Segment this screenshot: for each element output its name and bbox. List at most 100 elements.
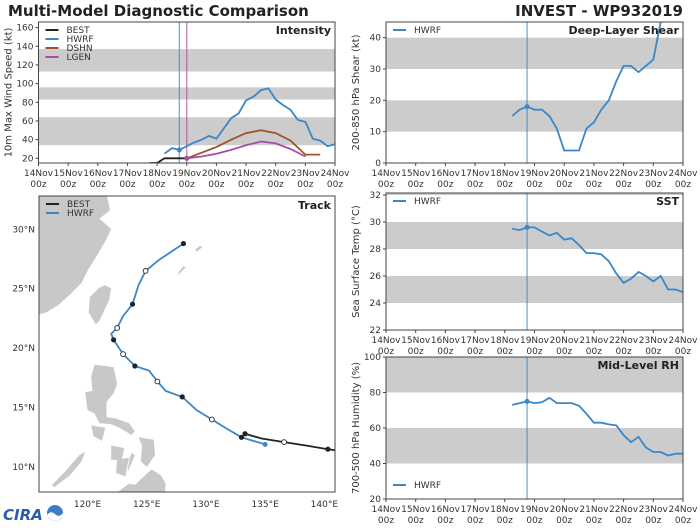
x-tick-label-day: 16Nov xyxy=(431,336,461,346)
land-okinawa xyxy=(178,266,186,276)
x-tick-label-day: 19Nov xyxy=(172,169,202,179)
init-marker-hwrf xyxy=(525,104,530,109)
y-tick-label: 30 xyxy=(370,65,382,75)
x-tick-label-day: 19Nov xyxy=(520,336,550,346)
x-tick-label-hour: 00z xyxy=(297,180,313,190)
y-tick-label: 22 xyxy=(370,326,381,336)
x-tick-label-day: 15Nov xyxy=(401,505,431,515)
x-tick-label-hour: 00z xyxy=(437,347,453,357)
x-tick-label-day: 23Nov xyxy=(639,505,669,515)
land-luzon xyxy=(85,365,135,435)
x-tick-label-day: 20Nov xyxy=(550,336,580,346)
track-point-filled xyxy=(180,394,185,399)
shear-plot-area xyxy=(386,22,683,163)
x-tick-label-day: 21Nov xyxy=(232,169,262,179)
y-tick-label: 32 xyxy=(370,191,381,201)
track-point-filled xyxy=(239,435,244,440)
track-point-filled xyxy=(181,241,186,246)
track-point-open xyxy=(143,268,148,273)
track-point-filled xyxy=(132,363,137,368)
x-tick-label-hour: 00z xyxy=(467,180,483,190)
land-mindoro xyxy=(91,425,105,441)
x-tick-label-hour: 00z xyxy=(408,347,424,357)
x-tick-label-hour: 00z xyxy=(60,180,76,190)
x-tick-label-hour: 00z xyxy=(556,516,572,525)
x-tick-label-hour: 00z xyxy=(586,180,602,190)
cira-logo-text: CIRA xyxy=(3,506,43,524)
track-point-filled xyxy=(111,337,116,342)
init-marker-hwrf xyxy=(525,225,530,230)
track-point-open xyxy=(155,379,160,384)
series-line-best xyxy=(150,158,187,163)
x-tick-label-day: 18Nov xyxy=(143,169,173,179)
x-tick-label-day: 16Nov xyxy=(431,505,461,515)
legend-label-lgen: LGEN xyxy=(67,53,91,63)
y-tick-label: 10 xyxy=(370,128,382,138)
x-tick-label-day: 22Nov xyxy=(609,169,639,179)
x-tick-label-day: 17Nov xyxy=(461,169,491,179)
x-tick-label-day: 22Nov xyxy=(609,505,639,515)
x-tick-label-day: 17Nov xyxy=(461,505,491,515)
figure-title: Multi-Model Diagnostic Comparison xyxy=(8,2,309,20)
gray-band xyxy=(386,222,683,249)
x-tick-label-hour: 00z xyxy=(408,180,424,190)
x-tick-label-hour: 00z xyxy=(378,516,394,525)
intensity-y-axis-label: 10m Max Wind Speed (kt) xyxy=(4,27,15,157)
x-tick-label-day: 14Nov xyxy=(371,336,401,346)
gray-band xyxy=(386,428,683,464)
x-tick-label-day: 21Nov xyxy=(579,169,609,179)
x-tick-label-hour: 00z xyxy=(586,347,602,357)
x-tick-label-day: 16Nov xyxy=(83,169,113,179)
x-tick-label-day: 17Nov xyxy=(461,336,491,346)
y-tick-label: 20 xyxy=(370,495,382,505)
x-tick-label-hour: 00z xyxy=(645,516,661,525)
x-tick-label-hour: 00z xyxy=(645,347,661,357)
x-tick-label-day: 15Nov xyxy=(54,169,84,179)
shear-panel: 01020304014Nov00z15Nov00z16Nov00z17Nov00… xyxy=(351,22,698,190)
x-tick-label-hour: 00z xyxy=(467,516,483,525)
x-tick-label-hour: 00z xyxy=(149,180,165,190)
y-tick-label: 40 xyxy=(22,136,34,146)
x-tick-label-hour: 00z xyxy=(90,180,106,190)
x-tick-label-hour: 00z xyxy=(675,516,691,525)
x-tick-label-hour: 00z xyxy=(238,180,254,190)
shear-panel-title: Deep-Layer Shear xyxy=(568,24,679,37)
x-tick-label-day: 18Nov xyxy=(490,169,520,179)
track-point-open xyxy=(121,352,126,357)
x-tick-label-day: 24Nov xyxy=(668,169,698,179)
x-tick-label-hour: 00z xyxy=(526,516,542,525)
storm-title: INVEST - WP932019 xyxy=(515,2,683,20)
gray-band xyxy=(386,100,683,131)
x-tick-label-hour: 00z xyxy=(179,180,195,190)
x-tick-label-day: 20Nov xyxy=(550,505,580,515)
x-tick-label-hour: 00z xyxy=(616,180,632,190)
lon-tick-label: 125°E xyxy=(133,500,161,510)
x-tick-label-day: 23Nov xyxy=(291,169,321,179)
track-point-open xyxy=(209,417,214,422)
x-tick-label-day: 14Nov xyxy=(24,169,54,179)
track-map-area xyxy=(28,188,336,497)
track-point-open xyxy=(282,440,287,445)
shear-y-axis-label: 200-850 hPa Shear (kt) xyxy=(351,34,362,150)
rh-y-axis-label: 700-500 hPa Humidity (%) xyxy=(351,362,362,494)
lon-tick-label: 120°E xyxy=(74,500,102,510)
track-point-start xyxy=(263,442,268,447)
y-tick-label: 0 xyxy=(375,159,381,169)
land-panay xyxy=(111,446,124,460)
x-tick-label-day: 23Nov xyxy=(639,169,669,179)
legend-label-hwrf: HWRF xyxy=(414,481,441,491)
sst-panel-title: SST xyxy=(656,195,679,208)
lat-tick-label: 15°N xyxy=(12,404,35,414)
y-tick-label: 20 xyxy=(370,96,382,106)
x-tick-label-hour: 00z xyxy=(119,180,135,190)
x-tick-label-day: 15Nov xyxy=(401,169,431,179)
x-tick-label-hour: 00z xyxy=(556,180,572,190)
init-marker-hwrf xyxy=(525,399,530,404)
x-tick-label-hour: 00z xyxy=(467,347,483,357)
land-palawan xyxy=(52,452,85,488)
x-tick-label-day: 19Nov xyxy=(520,505,550,515)
lon-tick-label: 135°E xyxy=(251,500,279,510)
y-tick-label: 100 xyxy=(364,353,381,363)
